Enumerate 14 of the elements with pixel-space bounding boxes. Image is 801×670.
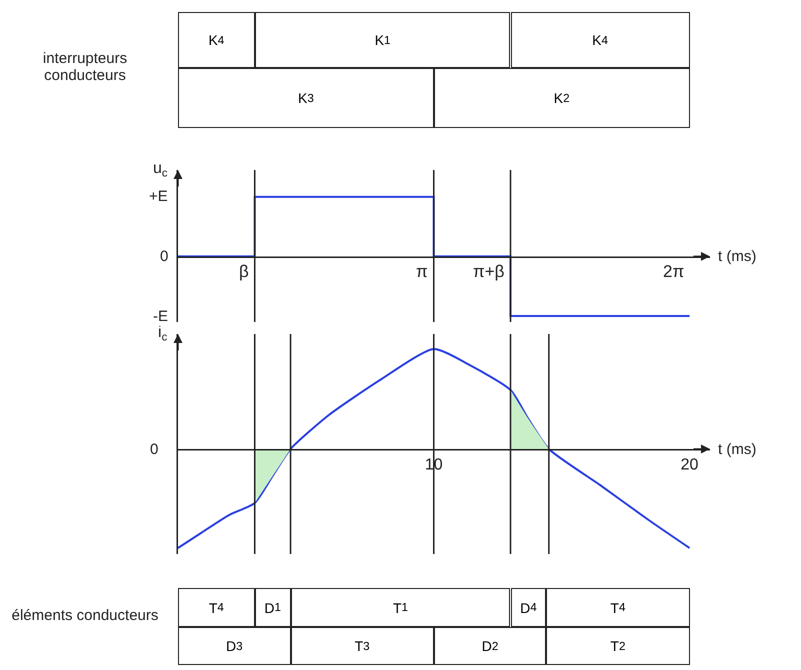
annotation: π — [416, 262, 428, 281]
x-axis-title: t (ms) — [718, 248, 756, 265]
annotation: 0 — [160, 248, 168, 265]
annotation: 2π — [663, 262, 684, 281]
text: éléments conducteurs — [10, 606, 160, 624]
annotation: β — [239, 262, 249, 281]
text: -E — [153, 308, 168, 325]
text: +E — [149, 188, 168, 205]
annotation: π+β — [473, 262, 505, 281]
y-axis-title: u$_{c}$ — [153, 160, 168, 180]
x-axis-title: t (ms) — [718, 441, 756, 458]
text: interrupteurs conducteurs — [42, 50, 128, 84]
text: 0 — [150, 441, 158, 458]
x-tick-label: 20 — [680, 456, 699, 474]
